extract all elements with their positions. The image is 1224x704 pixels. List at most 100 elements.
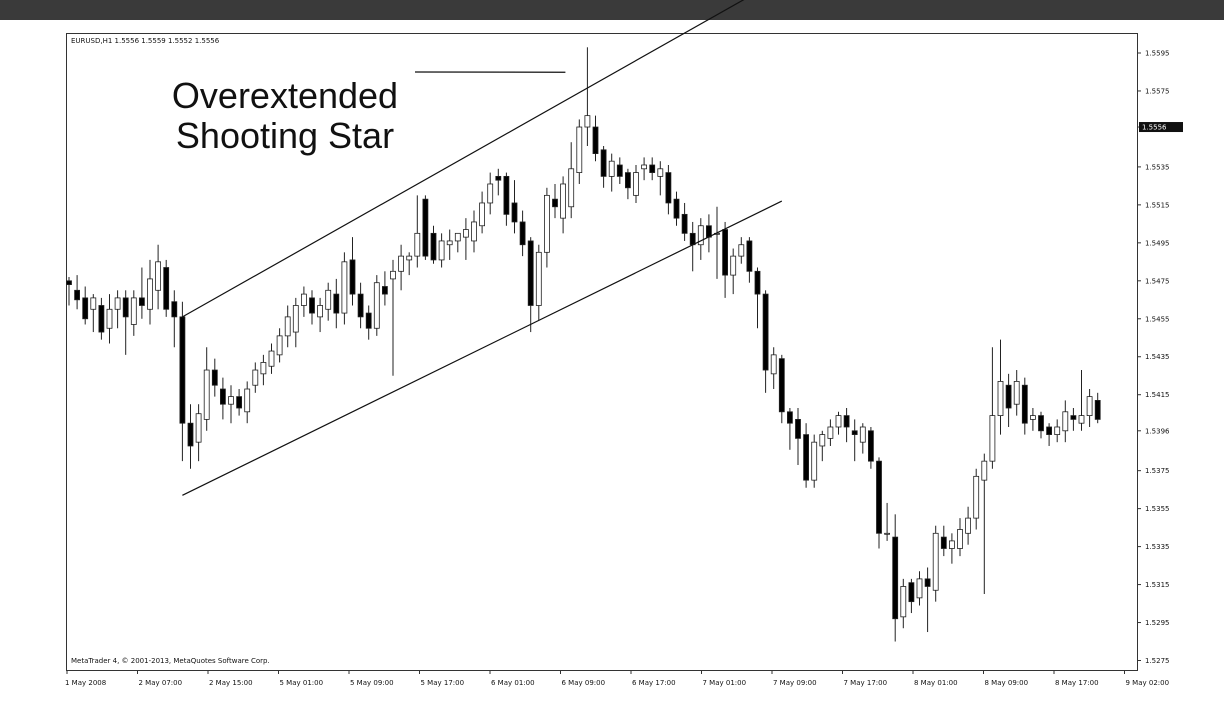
current-price-marker xyxy=(1139,122,1183,133)
candle-body xyxy=(900,586,907,618)
candle-body xyxy=(681,213,688,234)
candle xyxy=(381,271,388,306)
candle xyxy=(851,419,858,462)
candle xyxy=(268,343,275,374)
candle-body xyxy=(997,381,1004,417)
candle-body xyxy=(252,369,259,386)
trend-lines-group xyxy=(182,0,783,496)
candle xyxy=(495,168,502,196)
candle xyxy=(819,430,826,462)
y-tick-label: 1.5295 xyxy=(1145,619,1170,627)
candle-body xyxy=(203,369,210,420)
x-tick-label: 5 May 01:00 xyxy=(280,679,324,687)
candle xyxy=(454,232,461,253)
current-price-label: 1.5556 xyxy=(1142,124,1167,132)
candle-body xyxy=(835,415,842,428)
candle xyxy=(1021,377,1028,435)
candle-body xyxy=(859,426,866,443)
candle-body xyxy=(487,183,494,204)
candle-body xyxy=(390,270,396,280)
candle-body xyxy=(171,301,178,318)
candle-body xyxy=(1038,415,1044,432)
candle-body xyxy=(568,168,575,208)
candle-body xyxy=(454,232,461,242)
y-tick-label: 1.5335 xyxy=(1145,543,1170,551)
annotation-text: Overextended Shooting Star xyxy=(155,76,415,156)
candle xyxy=(973,468,980,530)
candle xyxy=(462,218,469,260)
candle-body xyxy=(762,293,769,371)
candle-body xyxy=(179,316,186,424)
candle-body xyxy=(503,175,510,215)
candle-body xyxy=(300,293,307,306)
y-tick-label: 1.5475 xyxy=(1145,277,1170,285)
candle xyxy=(365,305,372,340)
window-top-bar xyxy=(0,0,1224,20)
candle-body xyxy=(843,415,850,428)
candle-body xyxy=(1078,415,1085,424)
candle-body xyxy=(1021,384,1028,424)
candle-body xyxy=(868,430,874,462)
candle xyxy=(738,237,745,264)
candle-body xyxy=(908,582,915,603)
candle xyxy=(1070,408,1077,431)
candle xyxy=(373,275,380,336)
y-tick-label: 1.5495 xyxy=(1145,239,1170,247)
candle xyxy=(576,119,583,184)
y-tick-label: 1.5575 xyxy=(1145,87,1170,95)
candle xyxy=(592,115,599,162)
candle-body xyxy=(641,164,647,170)
x-tick-label: 7 May 09:00 xyxy=(773,679,817,687)
candle-body xyxy=(66,280,72,286)
candle-body xyxy=(187,422,194,447)
candle xyxy=(414,195,421,268)
candle xyxy=(398,244,405,291)
candle-body xyxy=(544,194,550,253)
candle xyxy=(795,408,801,465)
candle xyxy=(317,297,324,333)
candle-body xyxy=(608,160,615,177)
y-tick-label: 1.5315 xyxy=(1145,581,1170,589)
candle xyxy=(252,362,259,393)
candle-body xyxy=(560,183,566,219)
candle-body xyxy=(228,396,234,405)
candle xyxy=(276,328,283,363)
x-tick-label: 9 May 02:00 xyxy=(1126,679,1170,687)
candle-body xyxy=(1062,411,1069,432)
candle-body xyxy=(584,115,591,128)
candle xyxy=(957,518,963,557)
candle xyxy=(446,229,453,260)
candle xyxy=(544,187,550,268)
candle xyxy=(1030,408,1036,431)
candle xyxy=(778,354,785,424)
candle xyxy=(130,290,137,336)
candle xyxy=(989,347,996,469)
y-tick-label: 1.5435 xyxy=(1145,353,1170,361)
candle xyxy=(787,408,793,450)
candle xyxy=(1094,392,1101,424)
candle-body xyxy=(552,198,558,208)
candle xyxy=(584,47,591,147)
candle-body xyxy=(981,460,988,481)
candle xyxy=(746,237,753,283)
candle xyxy=(827,419,834,446)
x-tick-label: 1 May 2008 xyxy=(65,679,106,687)
candle-body xyxy=(511,202,518,223)
candle xyxy=(203,347,210,431)
candle-body xyxy=(746,240,753,272)
candle xyxy=(552,183,558,219)
candle-body xyxy=(365,312,372,329)
candle-body xyxy=(1013,381,1020,405)
x-tick-label: 2 May 07:00 xyxy=(139,679,183,687)
candle-body xyxy=(284,316,291,337)
candle xyxy=(422,195,429,260)
candle xyxy=(147,259,153,325)
candle-body xyxy=(957,529,963,549)
candle-body xyxy=(932,532,939,591)
copyright-footer: MetaTrader 4, © 2001-2013, MetaQuotes So… xyxy=(71,657,270,665)
candle-body xyxy=(616,164,623,177)
candle-body xyxy=(373,282,380,329)
candle xyxy=(511,180,518,234)
candle-body xyxy=(292,305,299,333)
candle-body xyxy=(924,578,931,587)
